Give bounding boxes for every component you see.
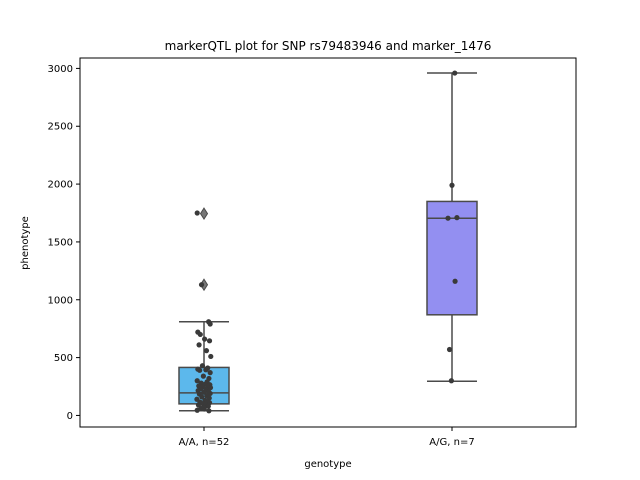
chart-title: markerQTL plot for SNP rs79483946 and ma… xyxy=(165,39,492,53)
data-point xyxy=(207,321,213,327)
y-tick-label: 1000 xyxy=(48,295,73,306)
x-tick-label: A/G, n=7 xyxy=(429,437,474,448)
data-point xyxy=(196,342,202,348)
data-point xyxy=(207,370,213,376)
data-point xyxy=(194,378,200,384)
data-point xyxy=(203,367,209,373)
data-point xyxy=(446,346,453,353)
data-point xyxy=(194,210,200,216)
data-point xyxy=(452,70,458,76)
plot-area xyxy=(178,70,478,414)
box-group-1 xyxy=(426,72,478,383)
data-point xyxy=(199,363,206,369)
data-point xyxy=(197,331,203,338)
data-point xyxy=(201,406,207,412)
data-point xyxy=(197,367,203,373)
y-tick-label: 1500 xyxy=(48,237,73,248)
x-axis-label: genotype xyxy=(304,459,351,470)
data-point xyxy=(445,215,451,221)
data-point xyxy=(194,407,200,413)
outlier-marker xyxy=(199,207,209,221)
y-tick-label: 3000 xyxy=(48,64,73,75)
data-point xyxy=(207,385,214,391)
y-axis-label: phenotype xyxy=(20,216,31,270)
strip-points-0 xyxy=(194,210,214,414)
data-point xyxy=(199,394,205,400)
y-tick-label: 500 xyxy=(54,353,73,364)
data-point xyxy=(448,378,454,384)
data-point xyxy=(201,389,207,395)
y-tick-label: 2500 xyxy=(48,122,73,133)
data-point xyxy=(202,336,208,342)
data-point xyxy=(449,182,455,188)
data-point xyxy=(200,373,206,379)
data-point xyxy=(198,282,205,288)
iqr-box xyxy=(426,200,478,316)
strip-points-1 xyxy=(445,70,460,384)
y-tick-label: 0 xyxy=(67,411,73,422)
data-point xyxy=(206,408,212,414)
data-point xyxy=(203,348,210,354)
x-axis: A/A, n=52 A/G, n=7 xyxy=(179,427,475,448)
data-point xyxy=(206,338,213,344)
data-point xyxy=(452,278,458,284)
data-point xyxy=(205,403,211,409)
y-axis: 0 500 1000 1500 2000 2500 3000 xyxy=(48,64,80,422)
data-point xyxy=(208,353,214,360)
x-tick-label: A/A, n=52 xyxy=(179,437,230,448)
y-tick-label: 2000 xyxy=(48,180,73,191)
data-point xyxy=(454,215,460,221)
axes-frame xyxy=(79,57,577,428)
